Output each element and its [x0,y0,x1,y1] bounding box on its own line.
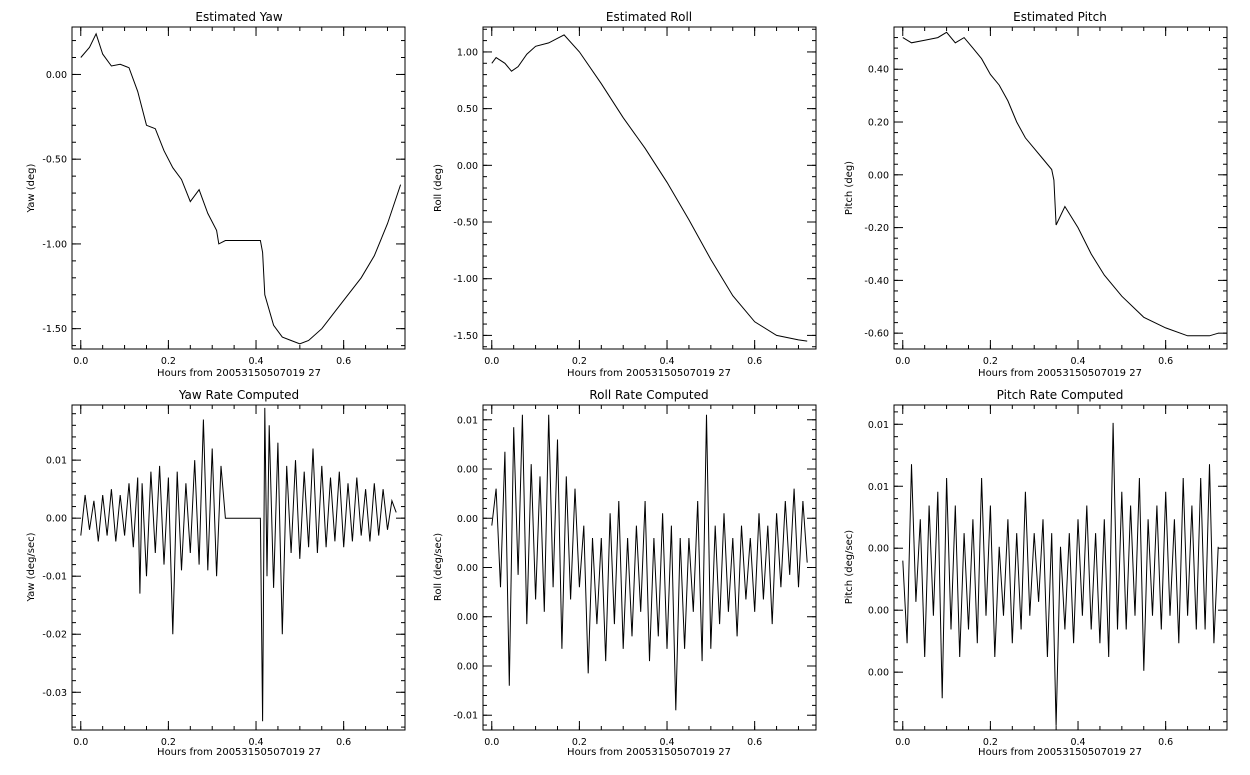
x-tick-label: 0.0 [73,737,88,748]
chart-title: Estimated Yaw [195,10,282,24]
panel-estimated-pitch: Estimated Pitch 0.0 0.2 0.4 0.6 0.40 0.20 0.00… [844,10,1228,379]
y-tick-label: 0.00 [868,606,889,617]
x-axis-label: Hours from 20053150507019 27 [978,368,1142,379]
plot-frame [893,404,1228,731]
y-axis-label: Roll (deg) [433,164,444,212]
y-axis-label: Yaw (deg) [26,163,37,213]
chart-title: Yaw Rate Computed [178,388,299,402]
x-tick-label: 0.2 [161,737,176,748]
y-tick-label: -0.40 [864,276,889,287]
y-tick-label: -1.00 [42,239,67,250]
chart-title: Estimated Pitch [1013,10,1107,24]
axis-ticks: 0.0 0.2 0.4 0.6 0.01 0.01 0.00 0.00 0.00 [868,405,1227,748]
y-tick-label: 0.00 [457,661,478,672]
y-tick-label: 0.00 [46,514,67,525]
y-tick-label: 0.00 [868,544,889,555]
y-tick-label: -1.00 [453,274,478,285]
y-tick-label: 0.01 [868,420,889,431]
axis-ticks: 0.0 0.2 0.4 0.6 0.40 0.20 0.00 -0.20 -0.40 -0.60 [864,26,1227,367]
x-tick-label: 0.2 [983,356,998,367]
x-tick-label: 0.4 [1070,356,1085,367]
x-tick-label: 0.6 [336,737,351,748]
plot-frame [893,26,1228,350]
y-tick-label: -1.50 [453,331,478,342]
y-tick-label: -0.60 [864,329,889,340]
y-tick-label: 0.20 [868,118,889,129]
x-axis-label: Hours from 20053150507019 27 [567,368,731,379]
y-axis-label: Yaw (deg/sec) [26,532,37,602]
x-tick-label: 0.0 [484,737,499,748]
x-axis-label: Hours from 20053150507019 27 [157,747,321,758]
x-tick-label: 0.0 [895,737,910,748]
x-axis-label: Hours from 20053150507019 27 [157,368,321,379]
plot-frame [71,404,406,731]
y-tick-label: 0.40 [868,65,889,76]
x-tick-label: 0.2 [572,356,587,367]
x-tick-label: 0.4 [659,737,674,748]
chart-title: Estimated Roll [606,10,692,24]
series-line [80,32,402,345]
chart-title: Pitch Rate Computed [997,388,1124,402]
y-tick-label: -0.50 [453,218,478,229]
x-tick-label: 0.4 [248,356,263,367]
y-tick-label: 0.00 [457,563,478,574]
panel-yaw-rate: Yaw Rate Computed 0.0 0.2 0.4 0.6 0.01 0.00 -0… [26,388,406,758]
axis-ticks: 0.0 0.2 0.4 0.6 1.00 0.50 0.00 -0.50 -1.00 -1.50 [453,27,816,367]
plot-frame [71,26,406,350]
y-tick-label: 0.00 [457,465,478,476]
y-tick-label: -1.50 [42,324,67,335]
x-axis-label: Hours from 20053150507019 27 [567,747,731,758]
panel-pitch-rate: Pitch Rate Computed 0.0 0.2 0.4 0.6 0.01 0.01… [844,388,1228,758]
series-line [902,422,1219,726]
x-tick-label: 0.2 [983,737,998,748]
x-tick-label: 0.0 [895,356,910,367]
y-tick-label: 0.01 [457,415,478,426]
x-axis-label: Hours from 20053150507019 27 [978,747,1142,758]
y-tick-label: -0.20 [864,223,889,234]
y-tick-label: 0.00 [457,514,478,525]
x-tick-label: 0.2 [572,737,587,748]
y-tick-label: 0.00 [457,612,478,623]
x-tick-label: 0.2 [161,356,176,367]
panel-roll-rate: Roll Rate Computed 0.0 0.2 0.4 0.60.010.000… [433,388,817,758]
chart-title: Roll Rate Computed [589,388,708,402]
y-tick-label: 1.00 [457,47,478,58]
x-tick-label: 0.6 [1158,737,1173,748]
panel-estimated-yaw: Estimated Yaw 0.0 0.2 0.4 0.6 0.00 -0.50 -1.00… [26,10,406,379]
panel-estimated-roll: Estimated Roll 0.0 0.2 0.4 0.6 1.00 0.50 0.00 -… [433,10,817,379]
axis-ticks: 0.0 0.2 0.4 0.6 0.01 0.00 -0.01 -0.02 -0.03 [42,405,405,748]
y-tick-label: 0.00 [868,170,889,181]
series-line [491,34,808,342]
y-axis-label: Roll (deg/sec) [433,533,444,601]
x-tick-label: 0.4 [1070,737,1085,748]
x-tick-label: 0.6 [336,356,351,367]
y-tick-label: -0.01 [453,711,478,722]
y-tick-label: 0.00 [46,70,67,81]
y-tick-label: -0.02 [42,630,67,641]
y-tick-label: 0.00 [457,161,478,172]
series-line [902,31,1219,337]
y-tick-label: -0.50 [42,155,67,166]
series-line [80,407,397,722]
x-tick-label: 0.4 [659,356,674,367]
y-tick-label: -0.03 [42,688,67,699]
y-tick-label: 0.50 [457,104,478,115]
axis-ticks: 0.0 0.2 0.4 0.6 0.00 -0.50 -1.00 -1.50 [42,27,405,367]
y-tick-label: -0.01 [42,572,67,583]
y-tick-label: 0.01 [46,456,67,467]
x-tick-label: 0.6 [1158,356,1173,367]
x-tick-label: 0.0 [73,356,88,367]
y-tick-label: 0.01 [868,482,889,493]
axis-ticks: 0.0 0.2 0.4 0.6 0.01 0.00 0.00 0.00 0.00 0.00 -0.0… [453,405,816,748]
y-axis-label: Pitch (deg) [844,161,855,215]
x-tick-label: 0.4 [248,737,263,748]
series-line [491,414,808,711]
x-tick-label: 0.6 [747,356,762,367]
y-tick-label: 0.00 [868,668,889,679]
y-axis-label: Pitch (deg/sec) [844,530,855,605]
x-tick-label: 0.0 [484,356,499,367]
x-tick-label: 0.6 [747,737,762,748]
